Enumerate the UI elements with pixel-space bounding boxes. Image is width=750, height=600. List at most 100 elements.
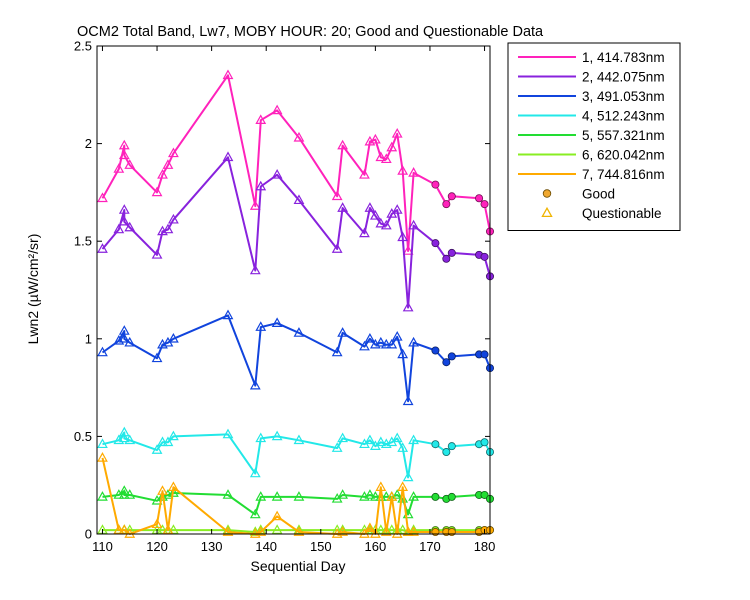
- data-point-questionable: [380, 526, 392, 536]
- data-point-good: [431, 440, 440, 449]
- data-point-questionable: [113, 163, 125, 173]
- axes: 110 120 130 140 150 160 170 180 0 0.5 1 1.5 2 2.5: [74, 39, 495, 555]
- data-point-questionable: [402, 526, 414, 536]
- data-point-questionable: [162, 524, 174, 534]
- data-point-questionable: [397, 442, 409, 452]
- data-point-questionable: [391, 204, 403, 214]
- data-point-good: [431, 239, 440, 248]
- data-point-questionable: [168, 430, 179, 441]
- data-point-questionable: [408, 491, 419, 501]
- data-point-questionable: [162, 436, 174, 447]
- data-point-questionable: [168, 147, 179, 158]
- data-point-questionable: [337, 524, 349, 534]
- x-tick-label: 150: [310, 539, 332, 554]
- data-point-questionable: [222, 489, 234, 499]
- data-point-questionable: [375, 524, 387, 534]
- legend: 1, 414.783nm 2, 442.075nm 3, 491.053nm 4, 5…: [507, 42, 681, 231]
- data-point-questionable: [375, 217, 387, 228]
- data-point-questionable: [369, 209, 381, 220]
- data-point-questionable: [386, 524, 398, 534]
- data-point-questionable: [402, 301, 414, 312]
- y-axis-label: Lwn2 (µW/cm²/sr): [25, 234, 41, 345]
- y-tick-label: 0.5: [74, 429, 92, 444]
- data-point-questionable: [124, 528, 136, 538]
- data-point-questionable: [157, 524, 168, 534]
- data-point-questionable: [386, 338, 398, 349]
- data-point-questionable: [375, 336, 387, 347]
- data-point-questionable: [337, 139, 349, 150]
- data-point-questionable: [249, 264, 261, 275]
- data-point-questionable: [271, 430, 283, 441]
- data-point-questionable: [271, 317, 283, 328]
- data-point-good: [480, 490, 489, 499]
- data-point-questionable: [124, 159, 136, 169]
- data-point-questionable: [249, 508, 261, 519]
- series-2-442-075nm: [97, 151, 494, 312]
- data-point-questionable: [386, 141, 398, 152]
- data-point-questionable: [375, 481, 387, 491]
- data-point-questionable: [331, 346, 343, 357]
- data-point-questionable: [255, 432, 267, 443]
- data-point-questionable: [97, 452, 108, 462]
- data-point-questionable: [337, 489, 349, 499]
- data-point-questionable: [222, 526, 234, 536]
- data-point-questionable: [151, 186, 163, 197]
- data-point-questionable: [97, 438, 108, 449]
- x-tick-label: 160: [365, 539, 387, 554]
- data-point-questionable: [331, 190, 343, 201]
- data-point-questionable: [157, 485, 168, 495]
- data-point-questionable: [408, 167, 419, 177]
- legend-marker-circle: [542, 189, 552, 198]
- data-point-good: [447, 442, 456, 451]
- data-point-questionable: [364, 202, 376, 212]
- data-point-questionable: [249, 467, 261, 478]
- data-point-questionable: [397, 524, 409, 534]
- data-point-good: [447, 492, 456, 501]
- data-point-questionable: [162, 159, 174, 169]
- legend-marker-triangle: [541, 206, 553, 218]
- data-point-questionable: [402, 395, 414, 406]
- data-point-questionable: [118, 432, 130, 443]
- data-point-questionable: [408, 219, 419, 230]
- data-point-questionable: [168, 332, 179, 343]
- data-point-questionable: [391, 432, 403, 443]
- data-point-good: [447, 352, 456, 361]
- series-line: [101, 314, 491, 403]
- data-point-questionable: [222, 151, 234, 162]
- data-point-good: [480, 200, 489, 209]
- data-point-questionable: [168, 487, 179, 497]
- data-point-questionable: [124, 434, 136, 445]
- x-tick-label: 130: [201, 539, 223, 554]
- data-point-questionable: [118, 485, 130, 495]
- data-point-questionable: [222, 428, 234, 439]
- data-point-good: [480, 252, 489, 261]
- data-point-questionable: [337, 327, 349, 337]
- legend-entry-label: 2, 442.075nm: [582, 70, 665, 85]
- data-point-good: [431, 528, 440, 537]
- data-point-questionable: [408, 336, 419, 347]
- data-point-good: [480, 438, 489, 447]
- data-point-questionable: [375, 491, 387, 501]
- data-point-questionable: [124, 336, 136, 347]
- x-tick-label: 120: [146, 539, 168, 554]
- data-point-questionable: [293, 327, 305, 337]
- legend-entry-label: 7, 744.816nm: [582, 167, 665, 182]
- data-point-questionable: [168, 213, 179, 224]
- data-point-questionable: [151, 518, 163, 529]
- data-point-questionable: [337, 526, 349, 536]
- data-point-questionable: [391, 489, 403, 499]
- x-tick-label: 170: [419, 539, 441, 554]
- data-point-good: [431, 492, 440, 501]
- data-point-questionable: [337, 202, 349, 212]
- plot-frame: [96, 45, 491, 535]
- data-point-questionable: [369, 133, 381, 144]
- legend-entry-label: 4, 512.243nm: [582, 109, 665, 124]
- data-point-good: [442, 254, 451, 263]
- data-point-questionable: [375, 151, 387, 162]
- data-point-questionable: [222, 69, 234, 80]
- legend-entry-label: 1, 414.783nm: [582, 50, 665, 65]
- y-tick-label: 1.5: [74, 234, 92, 249]
- data-point-questionable: [97, 491, 108, 501]
- data-point-questionable: [255, 491, 267, 501]
